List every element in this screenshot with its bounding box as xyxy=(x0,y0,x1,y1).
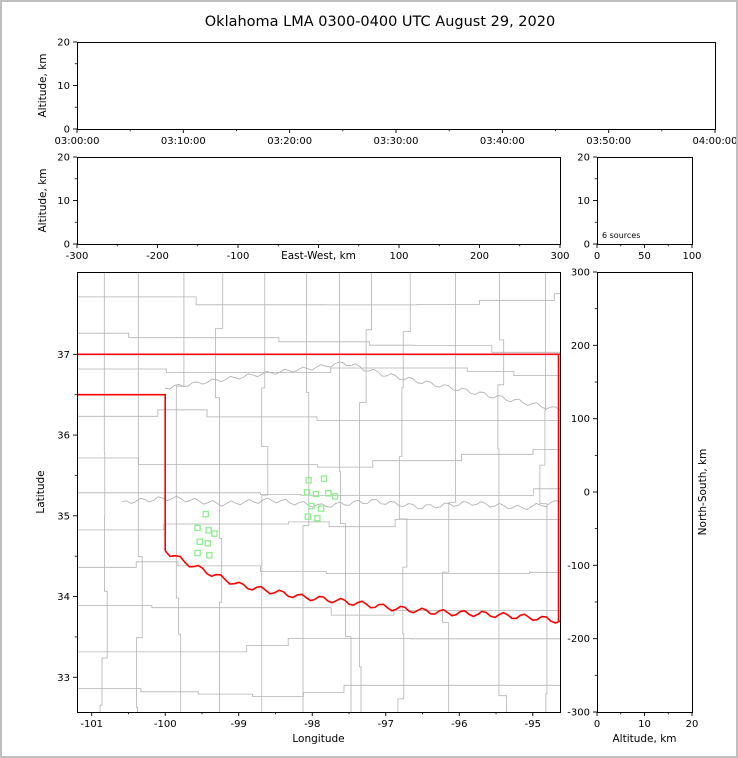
tick-label: -100 xyxy=(154,719,177,730)
x-axis-label: Altitude, km xyxy=(612,733,676,745)
county-boundaries xyxy=(77,272,560,712)
tick-label: 37 xyxy=(57,350,70,361)
map-panel-frame xyxy=(77,272,561,713)
tick-label: 04:00:00 xyxy=(693,136,736,147)
y-axis-label: North-South, km xyxy=(697,449,709,536)
tick-label: -300 xyxy=(567,708,590,719)
tick-label: 0 xyxy=(594,251,600,262)
sources-count-label: 6 sources xyxy=(602,231,640,240)
tick-label: 03:20:00 xyxy=(267,136,312,147)
lma-station-marker xyxy=(314,514,321,522)
time-x-ticks: 03:00:00 03:10:00 03:20:00 03:30:00 03:40:00… xyxy=(55,129,736,147)
tick-label: 36 xyxy=(57,431,70,442)
tick-label: -97 xyxy=(378,719,394,730)
lma-station-marker xyxy=(204,540,212,547)
tick-label: 03:10:00 xyxy=(161,136,206,147)
tick-label: 100 xyxy=(389,251,408,262)
ew-x-ticks: -300 -200 -100 100 200 300 xyxy=(66,244,570,262)
figure-title: Oklahoma LMA 0300-0400 UTC August 29, 20… xyxy=(204,14,556,30)
lma-station-marker xyxy=(305,477,312,484)
lon-x-ticks: -101 -100 -99 -98 -97 -96 -95 xyxy=(80,712,541,730)
lma-station-marker xyxy=(194,524,201,532)
x-axis-label: East-West, km xyxy=(281,250,356,262)
lma-stations xyxy=(194,475,339,559)
tick-label: 200 xyxy=(571,341,590,352)
tick-label: 10 xyxy=(57,81,70,92)
tick-label: 03:50:00 xyxy=(586,136,631,147)
time-height-panel-frame xyxy=(77,42,716,130)
tick-label: 35 xyxy=(57,511,70,522)
lma-station-marker xyxy=(325,489,332,497)
y-axis-label: Latitude xyxy=(35,470,47,513)
tick-label: 100 xyxy=(682,251,701,262)
tick-label: 200 xyxy=(470,251,489,262)
tick-label: -98 xyxy=(304,719,320,730)
tick-label: 03:30:00 xyxy=(374,136,419,147)
tick-label: 20 xyxy=(577,153,590,164)
tick-label: -99 xyxy=(231,719,247,730)
lma-station-marker xyxy=(196,538,204,545)
lma-station-marker xyxy=(317,505,325,512)
tick-label: 0 xyxy=(64,125,70,136)
tick-label: -100 xyxy=(567,561,590,572)
tick-label: 50 xyxy=(638,251,651,262)
lma-station-marker xyxy=(304,513,312,520)
tick-label: 20 xyxy=(686,719,699,730)
tick-label: -100 xyxy=(227,251,250,262)
tick-label: 03:00:00 xyxy=(55,136,100,147)
tick-label: -300 xyxy=(66,251,89,262)
tick-label: -95 xyxy=(525,719,541,730)
tick-label: -200 xyxy=(567,634,590,645)
tick-label: 20 xyxy=(57,153,70,164)
tick-label: 03:40:00 xyxy=(480,136,525,147)
y-axis-label: Altitude, km xyxy=(37,53,49,117)
ns-height-panel-frame xyxy=(597,272,693,713)
tick-label: 0 xyxy=(584,488,590,499)
river-line xyxy=(341,361,560,411)
tick-label: 20 xyxy=(57,38,70,49)
lat-y-ticks: 33 34 35 36 37 xyxy=(57,350,77,684)
x-axis-label: Longitude xyxy=(292,733,344,745)
y-axis-label: Altitude, km xyxy=(37,168,49,232)
tick-label: 0 xyxy=(64,240,70,251)
hist-x-ticks: 0 50 100 xyxy=(594,244,702,262)
tick-label: 100 xyxy=(571,414,590,425)
tick-label: -200 xyxy=(146,251,169,262)
state-border xyxy=(77,353,560,624)
lma-station-marker xyxy=(303,489,311,496)
tick-label: 0 xyxy=(594,719,600,730)
tick-label: 10 xyxy=(577,196,590,207)
river-line xyxy=(164,361,345,390)
tick-label: 10 xyxy=(638,719,651,730)
lma-station-marker xyxy=(205,527,212,534)
tick-label: 10 xyxy=(57,196,70,207)
lma-station-marker xyxy=(312,490,320,498)
lma-station-marker xyxy=(211,530,218,537)
ns-y-ticks: -300 -200 -100 0 100 200 300 xyxy=(567,268,597,719)
lma-station-marker xyxy=(194,549,201,557)
tick-label: 0 xyxy=(584,240,590,251)
lma-station-marker xyxy=(331,493,339,500)
map-content xyxy=(77,272,560,712)
lma-station-marker xyxy=(202,510,209,518)
tick-label: 34 xyxy=(57,592,70,603)
ew-height-panel-frame xyxy=(77,157,561,245)
lma-station-marker xyxy=(206,552,213,559)
tick-label: -101 xyxy=(80,719,103,730)
tick-label: -96 xyxy=(451,719,467,730)
lma-station-marker xyxy=(308,502,315,510)
alt3-y-ticks: 0 10 20 xyxy=(577,153,597,251)
tick-label: 300 xyxy=(571,268,590,279)
river-line xyxy=(121,495,560,511)
lma-station-marker xyxy=(320,475,328,482)
alt-x-x-ticks: 0 10 20 xyxy=(594,712,699,730)
histogram-panel-frame xyxy=(597,157,693,245)
tick-label: 300 xyxy=(550,251,569,262)
alt2-y-ticks: 0 10 20 xyxy=(57,153,77,251)
tick-label: 33 xyxy=(57,673,70,684)
alt1-y-ticks: 0 10 20 xyxy=(57,38,77,136)
